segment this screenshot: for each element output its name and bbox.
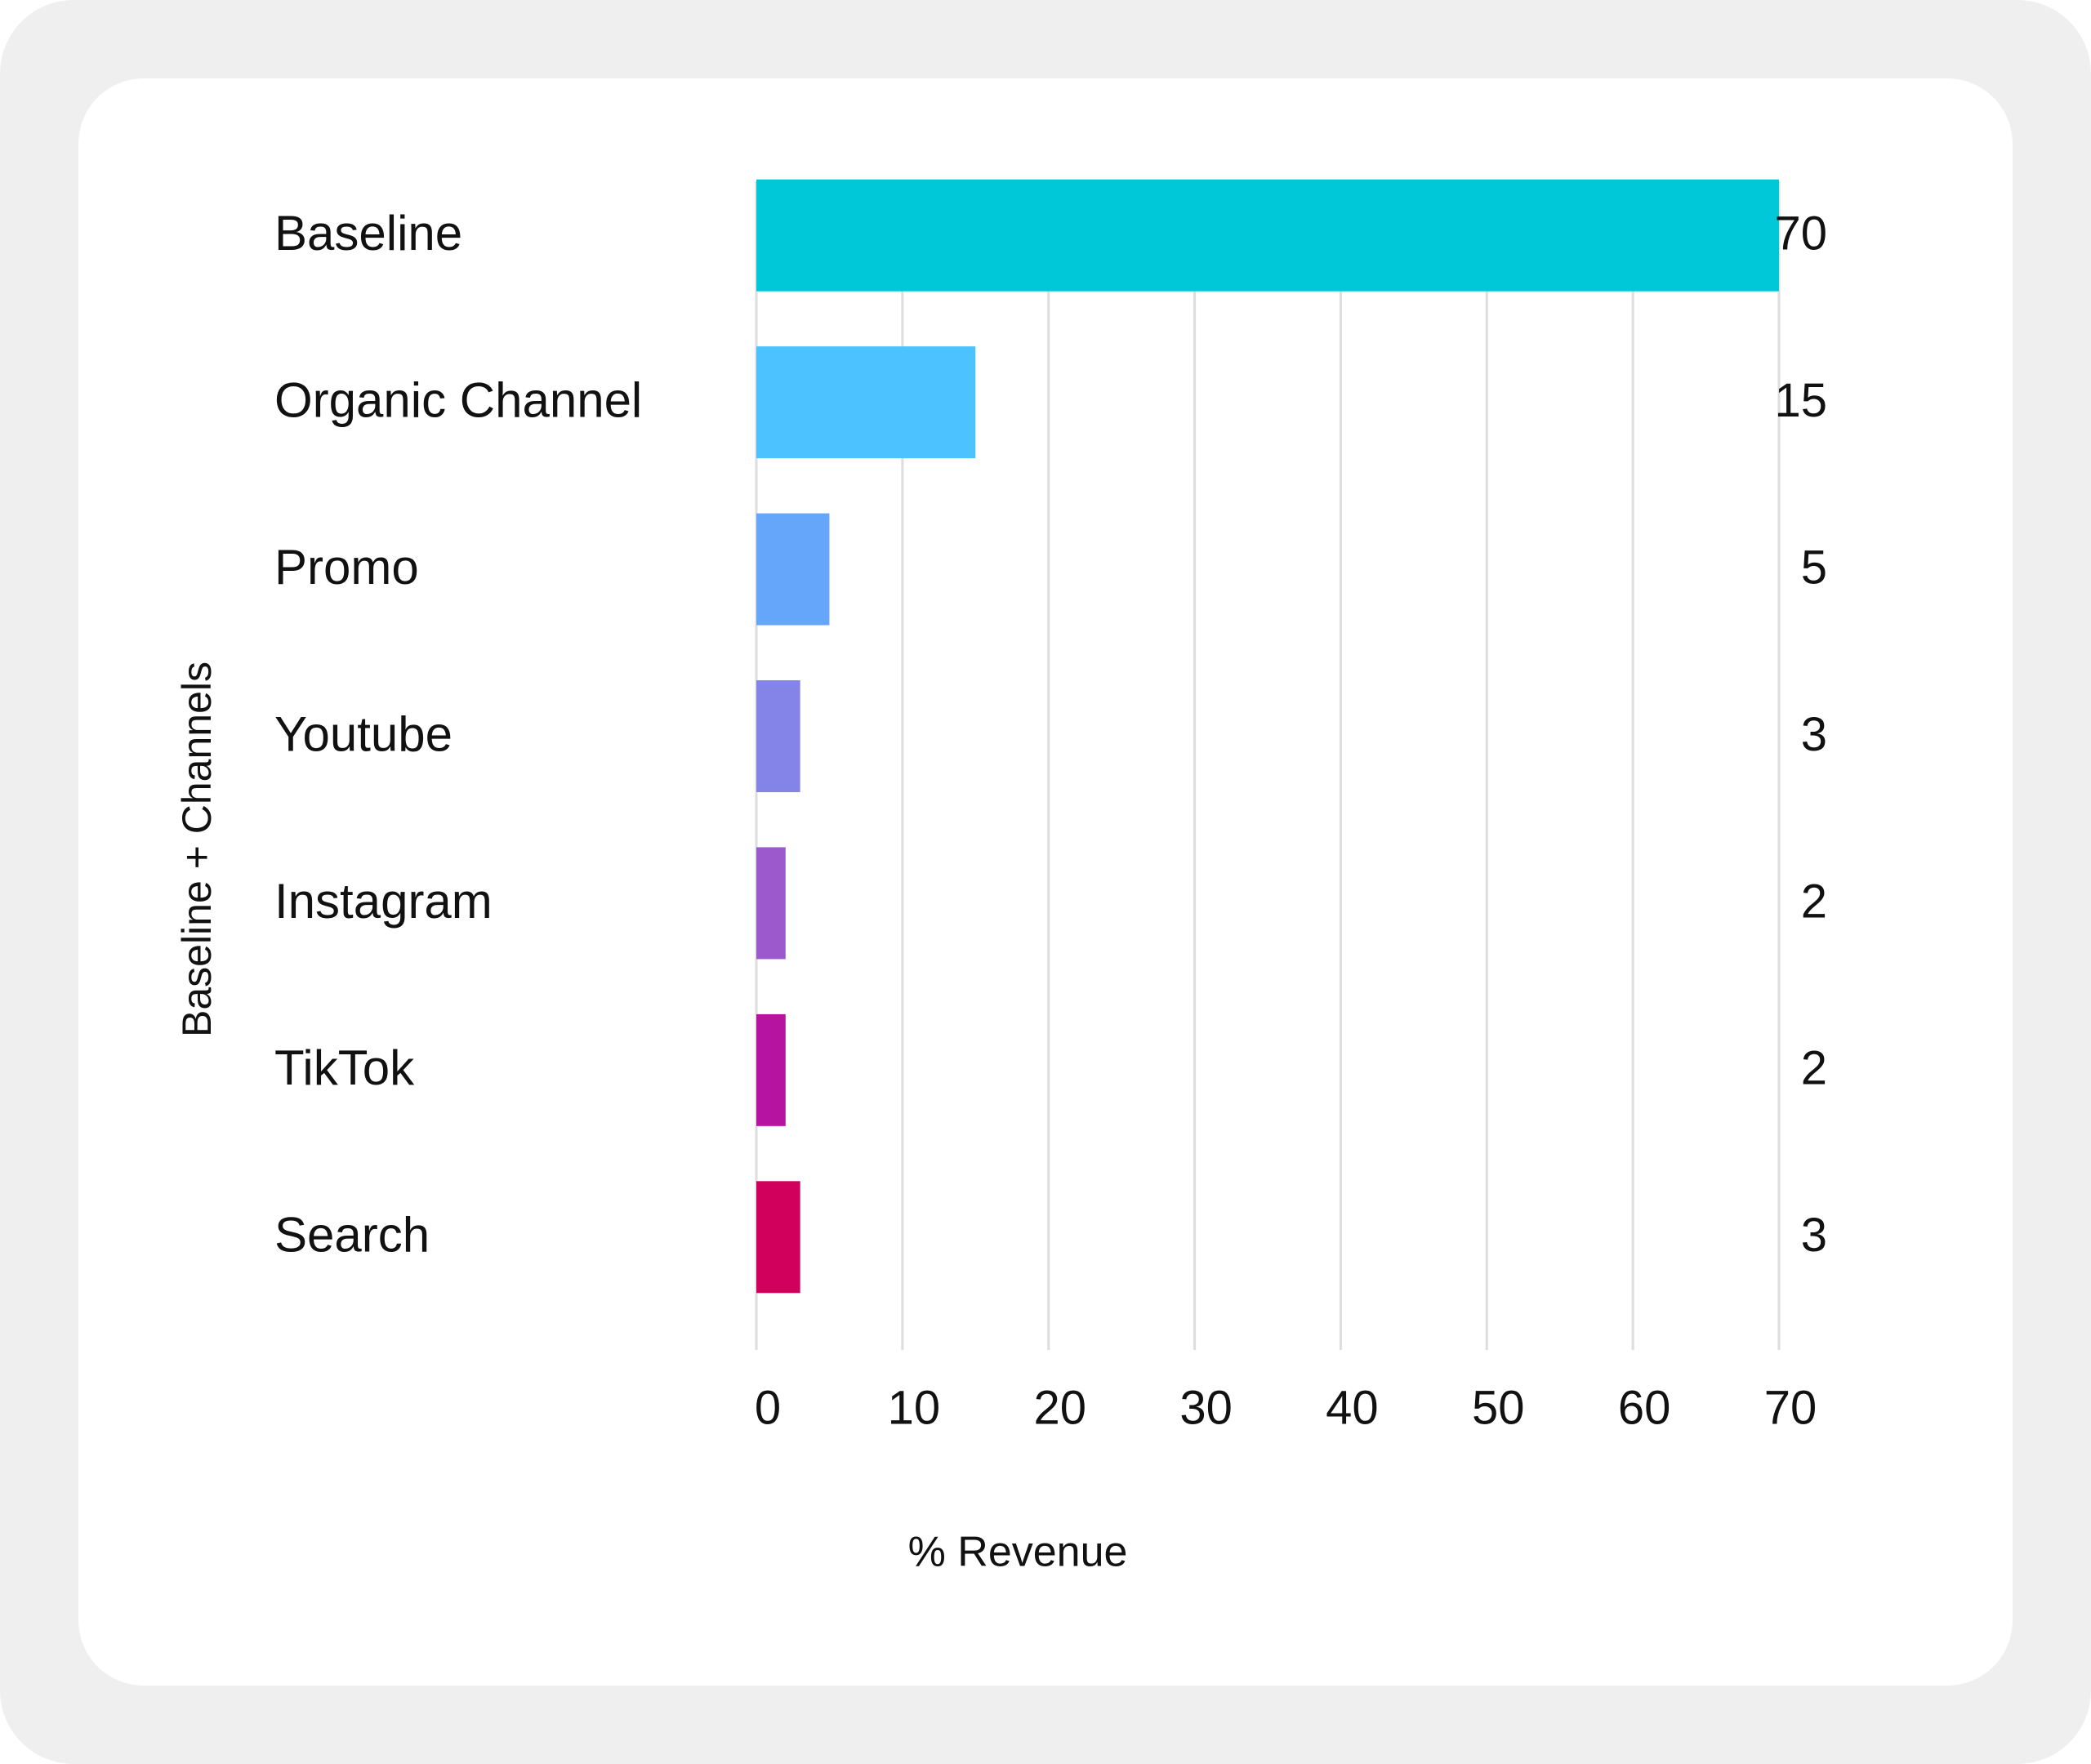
bar xyxy=(756,1013,786,1126)
x-tick-label: 60 xyxy=(1618,1381,1671,1434)
value-label: 70 xyxy=(1774,207,1827,261)
category-label: TikTok xyxy=(274,1040,415,1095)
value-label: 3 xyxy=(1801,1209,1827,1262)
x-tick-label: 40 xyxy=(1326,1381,1379,1434)
value-label: 5 xyxy=(1801,541,1827,594)
bar xyxy=(756,179,1779,292)
category-label: Promo xyxy=(274,540,419,595)
category-label: Organic Channel xyxy=(274,372,642,427)
bar xyxy=(756,513,830,626)
x-tick-label: 0 xyxy=(755,1381,781,1434)
value-label: 15 xyxy=(1774,374,1827,427)
y-axis-title: Baseline + Channels xyxy=(174,662,220,1037)
card xyxy=(78,78,2013,1686)
x-tick-label: 30 xyxy=(1179,1381,1233,1434)
category-label: Baseline xyxy=(274,206,462,261)
category-label: Youtube xyxy=(274,706,453,761)
x-tick-label: 10 xyxy=(888,1381,941,1434)
bar xyxy=(756,847,786,960)
x-axis-title: % Revenue xyxy=(908,1529,1128,1576)
x-tick-label: 70 xyxy=(1764,1381,1817,1434)
value-label: 2 xyxy=(1801,1042,1827,1095)
value-label: 2 xyxy=(1801,875,1827,928)
x-tick-label: 20 xyxy=(1033,1381,1086,1434)
value-label: 3 xyxy=(1801,708,1827,761)
x-tick-label: 50 xyxy=(1472,1381,1525,1434)
bar xyxy=(756,680,800,792)
bar xyxy=(756,1181,800,1294)
category-label: Search xyxy=(274,1208,430,1263)
bar xyxy=(756,346,976,459)
category-label: Instagram xyxy=(274,874,493,929)
